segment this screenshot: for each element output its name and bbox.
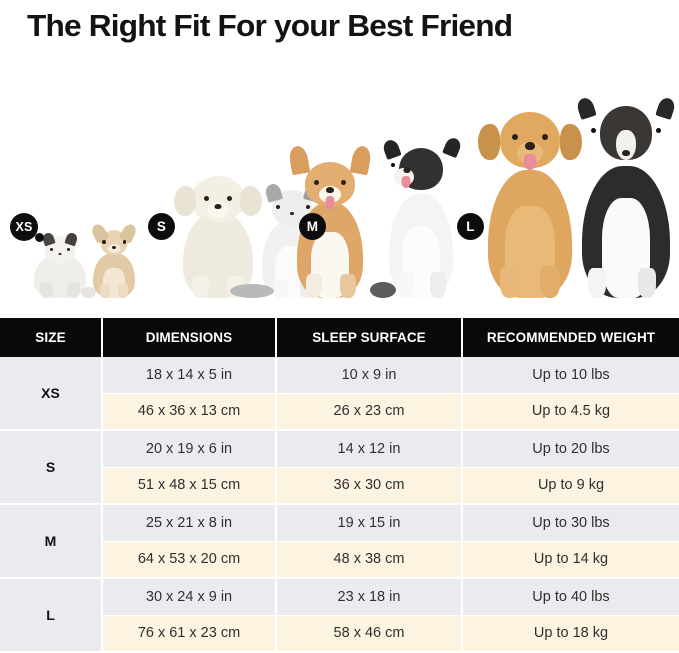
pet-dog-corgi: [284, 144, 376, 298]
cell-l-weight-kg: Up to 18 kg: [462, 615, 679, 653]
cell-s-dimensions-cm: 51 x 48 x 15 cm: [102, 467, 277, 505]
size-badge-m: M: [299, 213, 326, 240]
table-row-xs-metric: 46 x 36 x 13 cm 26 x 23 cm Up to 4.5 kg: [0, 393, 679, 431]
table-row-xs-imperial: XS 18 x 14 x 5 in 10 x 9 in Up to 10 lbs: [0, 357, 679, 431]
cell-l-dimensions-cm: 76 x 61 x 23 cm: [102, 615, 277, 653]
size-chart-table: SIZE DIMENSIONS SLEEP SURFACE RECOMMENDE…: [0, 318, 679, 653]
cell-m-dimensions-in: 25 x 21 x 8 in: [102, 504, 277, 542]
cell-xs-sleep-surface-in: 10 x 9 in: [276, 357, 463, 394]
size-badge-s-label: S: [156, 219, 167, 234]
size-label-s: S: [0, 430, 103, 505]
cell-s-sleep-surface-cm: 36 x 30 cm: [276, 467, 463, 505]
pet-dog-rough-collie: [572, 96, 679, 298]
cell-m-weight-kg: Up to 14 kg: [462, 541, 679, 579]
pet-dog-chihuahua: [83, 222, 145, 298]
cell-l-sleep-surface-in: 23 x 18 in: [276, 578, 463, 616]
cell-m-dimensions-cm: 64 x 53 x 20 cm: [102, 541, 277, 579]
pet-size-illustration: XS S M L: [0, 52, 679, 310]
size-badge-l-label: L: [466, 219, 475, 234]
table-row-m-metric: 64 x 53 x 20 cm 48 x 38 cm Up to 14 kg: [0, 541, 679, 579]
column-header-sleep-surface: SLEEP SURFACE: [276, 318, 463, 357]
column-header-size: SIZE: [0, 318, 103, 357]
cell-s-dimensions-in: 20 x 19 x 6 in: [102, 430, 277, 468]
cell-s-sleep-surface-in: 14 x 12 in: [276, 430, 463, 468]
pet-cat-white-tabby: [28, 231, 96, 298]
size-badge-xs-label: XS: [15, 220, 33, 234]
table-row-l-imperial: L 30 x 24 x 9 in 23 x 18 in Up to 40 lbs: [0, 578, 679, 653]
cell-l-sleep-surface-cm: 58 x 46 cm: [276, 615, 463, 653]
cell-m-sleep-surface-cm: 48 x 38 cm: [276, 541, 463, 579]
table-row-m-imperial: M 25 x 21 x 8 in 19 x 15 in Up to 30 lbs: [0, 504, 679, 579]
badge-dot-icon: [35, 233, 44, 242]
size-badge-l: L: [457, 213, 484, 240]
size-badge-xs: XS: [10, 213, 44, 242]
cell-s-weight-kg: Up to 9 kg: [462, 467, 679, 505]
cell-l-weight-lbs: Up to 40 lbs: [462, 578, 679, 616]
cell-m-sleep-surface-in: 19 x 15 in: [276, 504, 463, 542]
pet-dog-maltese: [172, 176, 264, 298]
cell-xs-weight-lbs: Up to 10 lbs: [462, 357, 679, 394]
cell-xs-dimensions-in: 18 x 14 x 5 in: [102, 357, 277, 394]
pet-dog-golden-retriever: [478, 112, 582, 298]
size-badge-s: S: [148, 213, 175, 240]
size-label-xs: XS: [0, 357, 103, 431]
cell-m-weight-lbs: Up to 30 lbs: [462, 504, 679, 542]
size-label-m: M: [0, 504, 103, 579]
table-row-l-metric: 76 x 61 x 23 cm 58 x 46 cm Up to 18 kg: [0, 615, 679, 653]
size-badge-m-label: M: [306, 219, 319, 234]
cell-xs-weight-kg: Up to 4.5 kg: [462, 393, 679, 431]
cell-xs-dimensions-cm: 46 x 36 x 13 cm: [102, 393, 277, 431]
pet-dog-border-collie: [370, 135, 464, 298]
ground-line: [0, 297, 679, 298]
title-bar: The Right Fit For your Best Friend: [0, 0, 679, 52]
table-row-s-metric: 51 x 48 x 15 cm 36 x 30 cm Up to 9 kg: [0, 467, 679, 505]
table-row-s-imperial: S 20 x 19 x 6 in 14 x 12 in Up to 20 lbs: [0, 430, 679, 505]
column-header-dimensions: DIMENSIONS: [102, 318, 277, 357]
column-header-recommended-weight: RECOMMENDED WEIGHT: [462, 318, 679, 357]
page-title: The Right Fit For your Best Friend: [27, 8, 513, 43]
table-header-row: SIZE DIMENSIONS SLEEP SURFACE RECOMMENDE…: [0, 318, 679, 357]
cell-s-weight-lbs: Up to 20 lbs: [462, 430, 679, 468]
cell-xs-sleep-surface-cm: 26 x 23 cm: [276, 393, 463, 431]
size-label-l: L: [0, 578, 103, 653]
cell-l-dimensions-in: 30 x 24 x 9 in: [102, 578, 277, 616]
